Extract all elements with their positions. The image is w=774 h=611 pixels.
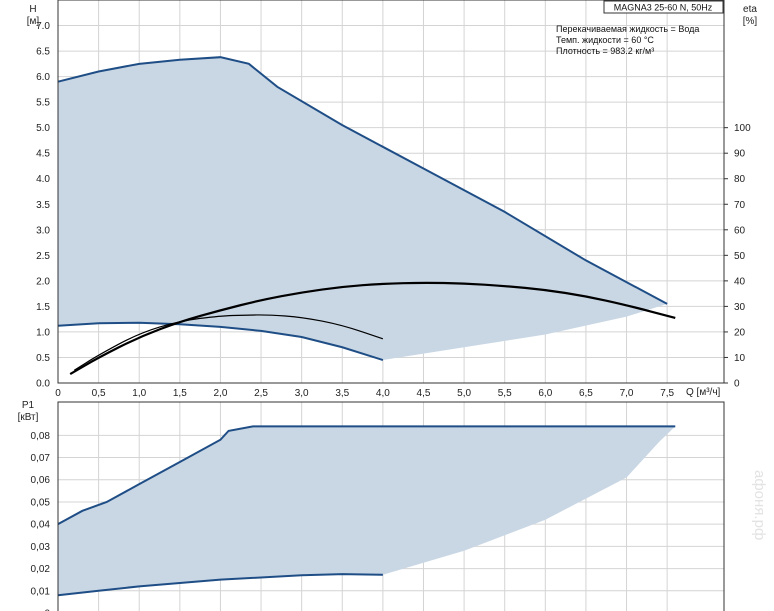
right-tick-label: 90 [734, 149, 746, 160]
power-tick-label: 0,04 [31, 520, 51, 531]
x-tick-label: 0,5 [92, 388, 106, 399]
top-series [69, 281, 676, 376]
y-tick-label: 0.5 [36, 353, 50, 364]
info-temp: Темп. жидкости = 60 °C [556, 35, 654, 45]
y-tick-label: 3.5 [36, 200, 50, 211]
y-tick-label: 6.0 [36, 72, 50, 83]
power-operating-area [58, 426, 676, 596]
right-tick-label: 60 [734, 225, 746, 236]
x-tick-label: 4,5 [417, 388, 431, 399]
power-tick-label: 0,06 [31, 475, 51, 486]
chart-title: MAGNA3 25-60 N, 50Hz [614, 3, 713, 13]
x-tick-label: 6,5 [579, 388, 593, 399]
right-tick-label: 70 [734, 200, 746, 211]
top-plot-frame [57, 0, 725, 384]
top-min-curve [57, 321, 384, 361]
power-panel: 0 0,01 0,02 0,03 0,04 0,05 0,06 0,07 0,08 P1 [кВ… [18, 400, 725, 611]
bottom-plot-frame [57, 401, 725, 611]
watermark: афоня.рф [751, 470, 768, 541]
y-axis-unit-h: [м] [27, 16, 40, 27]
right-tick-label: 100 [734, 123, 751, 134]
right-tick-label: 80 [734, 174, 746, 185]
power-tick-label: 0,01 [31, 586, 51, 597]
x-tick-label: 0 [55, 388, 61, 399]
top-operating-area [58, 57, 668, 361]
top-right-tick-labels: 0 10 20 30 40 50 60 70 80 90 100 [724, 123, 751, 390]
y-tick-label: 1.5 [36, 302, 50, 313]
head-efficiency-panel: 0 0,5 1,0 1,5 2,0 2,5 3,0 3,5 4,0 4,5 5,0 5,5 6,0 6,5… [27, 0, 758, 399]
right-tick-label: 0 [734, 379, 740, 390]
right-tick-label: 20 [734, 327, 746, 338]
title-box [603, 0, 724, 14]
right-tick-label: 30 [734, 302, 746, 313]
power-max-curve [57, 425, 676, 526]
y-axis-unit-p1: [кВт] [18, 412, 39, 423]
y-right-unit-eta: [%] [743, 16, 758, 27]
y-tick-label: 2.5 [36, 251, 50, 262]
efficiency-curve-min [73, 314, 384, 371]
power-min-curve [57, 573, 383, 597]
x-tick-label: 5,5 [498, 388, 512, 399]
top-y-tick-labels: 0.0 0.5 1.0 1.5 2.0 2.5 3.0 3.5 4.0 4.5 5.0 5.5 6.0 6… [36, 21, 50, 389]
y-tick-label: 2.0 [36, 276, 50, 287]
x-tick-label: 6,0 [538, 388, 552, 399]
x-tick-label: 1,0 [132, 388, 146, 399]
power-tick-label: 0,02 [31, 564, 51, 575]
info-liquid: Перекачиваемая жидкость = Вода [556, 24, 699, 34]
power-tick-label: 0,05 [31, 497, 51, 508]
power-tick-label: 0,08 [31, 431, 51, 442]
y-tick-label: 5.0 [36, 123, 50, 134]
y-tick-label: 3.0 [36, 225, 50, 236]
x-tick-label: 1,5 [173, 388, 187, 399]
x-tick-label: 4,0 [376, 388, 390, 399]
x-tick-label: 2,0 [213, 388, 227, 399]
x-tick-label: 7,0 [620, 388, 634, 399]
top-max-curve [57, 56, 668, 305]
y-tick-label: 1.0 [36, 327, 50, 338]
power-tick-label: 0 [44, 609, 50, 611]
bottom-y-tick-labels: 0 0,01 0,02 0,03 0,04 0,05 0,06 0,07 0,08 [31, 431, 51, 611]
x-tick-label: 3,5 [335, 388, 349, 399]
y-axis-label-p1: P1 [22, 400, 35, 411]
right-tick-label: 50 [734, 251, 746, 262]
bottom-envelope [57, 425, 676, 597]
y-tick-label: 6.5 [36, 47, 50, 58]
y-tick-label: 4.5 [36, 149, 50, 160]
top-envelope [57, 56, 668, 361]
y-tick-label: 7.0 [36, 21, 50, 32]
y-axis-label-h: H [29, 4, 36, 15]
y-right-label-eta: eta [743, 4, 757, 15]
x-tick-label: 5,0 [457, 388, 471, 399]
x-tick-label: 2,5 [254, 388, 268, 399]
power-tick-label: 0,03 [31, 542, 51, 553]
x-tick-label: 7,5 [660, 388, 674, 399]
power-tick-label: 0,07 [31, 453, 51, 464]
top-x-tick-labels: 0 0,5 1,0 1,5 2,0 2,5 3,0 3,5 4,0 4,5 5,0 5,5 6,0 6,5… [55, 388, 674, 399]
right-tick-label: 10 [734, 353, 746, 364]
y-tick-label: 4.0 [36, 174, 50, 185]
x-tick-label: 3,0 [295, 388, 309, 399]
x-axis-label-q: Q [м³/ч] [686, 387, 721, 398]
info-density: Плотность = 983.2 кг/м³ [556, 46, 654, 56]
y-tick-label: 5.5 [36, 98, 50, 109]
right-tick-label: 40 [734, 276, 746, 287]
efficiency-curve-max [69, 281, 676, 376]
y-tick-label: 0.0 [36, 379, 50, 390]
